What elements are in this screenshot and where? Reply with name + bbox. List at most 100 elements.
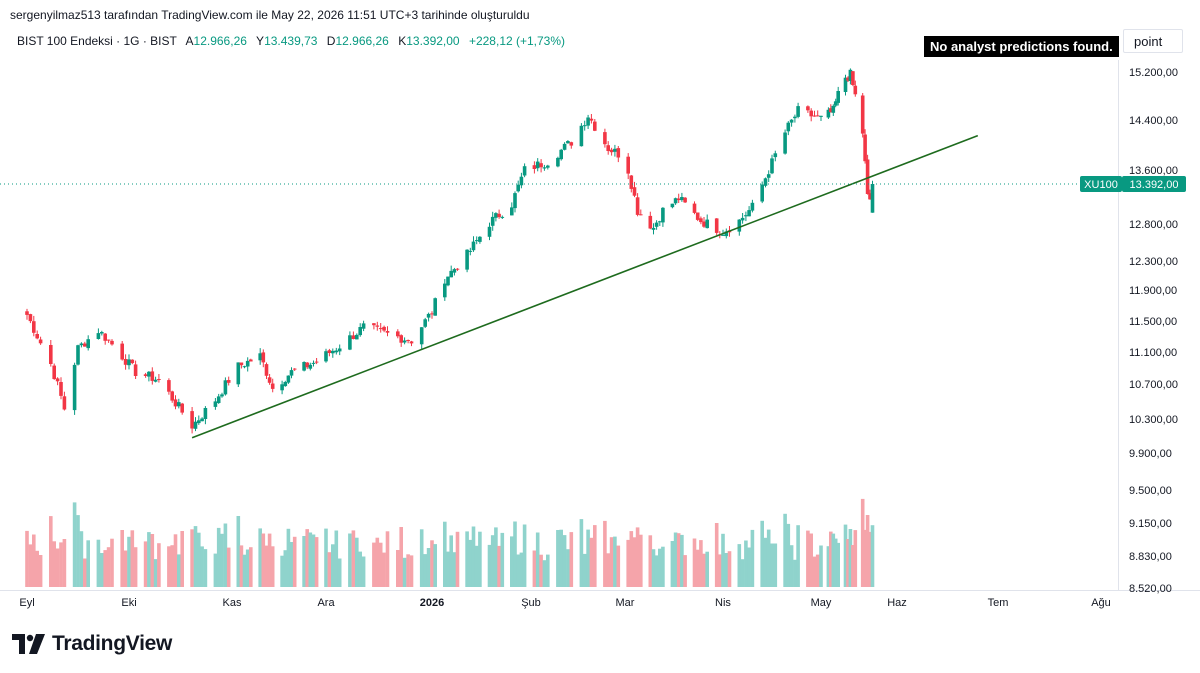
candle-body bbox=[127, 359, 131, 366]
symbol-name[interactable]: BIST 100 Endeksi · 1G · BIST bbox=[17, 34, 177, 48]
volume-bar bbox=[446, 551, 450, 587]
candle-body bbox=[851, 71, 855, 85]
candle-body bbox=[433, 298, 437, 316]
candle-body bbox=[676, 198, 681, 201]
volume-bar bbox=[770, 543, 774, 587]
volume-bar bbox=[819, 545, 823, 587]
tradingview-logo[interactable]: TradingView bbox=[12, 632, 172, 656]
candle-body bbox=[868, 193, 872, 200]
volume-bar bbox=[789, 545, 794, 587]
tradingview-logo-icon bbox=[12, 634, 45, 654]
candle-body bbox=[773, 153, 778, 158]
volume-bar bbox=[626, 539, 630, 587]
candle-body bbox=[180, 403, 184, 413]
volume-bar bbox=[705, 551, 709, 587]
candle-body bbox=[465, 249, 469, 270]
time-tick-label: Haz bbox=[887, 597, 907, 609]
candle-body bbox=[32, 321, 36, 333]
candle-body bbox=[651, 227, 656, 230]
candle-body bbox=[133, 364, 138, 376]
time-axis-divider bbox=[0, 590, 1200, 591]
price-axis[interactable]: 15.200,00 14.400,00 13.600,00 12.800,00 12.3… bbox=[1129, 67, 1178, 595]
candle-body bbox=[740, 217, 745, 221]
candle-body bbox=[809, 110, 813, 117]
candle-body bbox=[626, 156, 630, 174]
price-tick-label: 12.800,00 bbox=[1129, 219, 1178, 231]
volume-bar bbox=[258, 528, 262, 587]
volume-bar bbox=[197, 532, 201, 587]
time-axis[interactable]: Eyl Eki Kas Ara 2026 Şub Mar Nis May Haz Tem Ağu bbox=[19, 597, 1110, 609]
volume-bar bbox=[59, 542, 63, 587]
candle-body bbox=[100, 332, 104, 334]
candle-body bbox=[815, 115, 820, 117]
volume-bar bbox=[173, 534, 178, 587]
candle-body bbox=[556, 157, 560, 167]
volume-bar bbox=[337, 558, 342, 587]
volume-bar bbox=[280, 555, 284, 587]
support-trendline[interactable] bbox=[191, 134, 979, 439]
trendline-layer[interactable] bbox=[191, 134, 979, 439]
candle-body bbox=[213, 401, 218, 407]
volume-bar bbox=[35, 550, 39, 587]
candle-body bbox=[216, 396, 221, 403]
candle-body bbox=[490, 216, 495, 226]
volume-bar bbox=[510, 536, 514, 587]
symbol-price-label: XU100 bbox=[1084, 179, 1118, 191]
volume-bar bbox=[566, 549, 570, 587]
volume-bar bbox=[270, 546, 275, 587]
time-tick-label: Eyl bbox=[19, 597, 34, 609]
low-label: D bbox=[326, 34, 336, 48]
volume-bar bbox=[25, 530, 29, 587]
candle-body bbox=[351, 335, 356, 339]
volume-bar bbox=[826, 546, 831, 587]
candle-body bbox=[673, 198, 678, 204]
candle-body bbox=[382, 326, 386, 331]
candle-body bbox=[831, 105, 836, 113]
candle-body bbox=[747, 210, 751, 217]
candle-body bbox=[658, 221, 662, 223]
volume-bar bbox=[606, 553, 610, 587]
volume-bar bbox=[396, 550, 400, 587]
volume-bar bbox=[236, 516, 241, 587]
price-unit-button[interactable]: point bbox=[1123, 29, 1183, 53]
volume-bar bbox=[361, 556, 366, 587]
volume-bar bbox=[848, 529, 853, 587]
volume-bar bbox=[843, 524, 848, 587]
candle-body bbox=[497, 213, 501, 217]
candle-body bbox=[750, 202, 755, 211]
volume-bar bbox=[55, 548, 60, 587]
volume-bar bbox=[147, 532, 151, 587]
volume-bar bbox=[796, 525, 800, 587]
volume-bar bbox=[737, 544, 742, 587]
last-price-label: 13.392,00 bbox=[1130, 179, 1179, 191]
volume-bar bbox=[865, 515, 870, 587]
candle-body bbox=[766, 174, 771, 178]
volume-bar bbox=[264, 545, 269, 587]
volume-bar bbox=[226, 547, 231, 587]
volume-bar bbox=[283, 550, 288, 587]
volume-bar bbox=[639, 534, 643, 587]
candle-body bbox=[566, 141, 570, 144]
candle-body bbox=[870, 184, 875, 213]
volume-bar bbox=[609, 537, 614, 587]
high-label: Y bbox=[256, 34, 265, 48]
volume-bar bbox=[261, 533, 266, 587]
volume-bar bbox=[702, 553, 706, 587]
price-tick-label: 14.400,00 bbox=[1129, 115, 1178, 127]
volume-bar bbox=[522, 524, 527, 587]
candle-body bbox=[385, 331, 390, 333]
volume-bar bbox=[846, 539, 850, 587]
candle-body bbox=[829, 108, 833, 113]
volume-bar bbox=[868, 531, 872, 587]
price-tick-label: 11.900,00 bbox=[1129, 285, 1177, 297]
volume-bar bbox=[860, 498, 865, 587]
candle-body bbox=[305, 362, 309, 368]
candle-body bbox=[699, 218, 703, 223]
candle-body bbox=[406, 340, 410, 341]
price-tick-label: 8.520,00 bbox=[1129, 583, 1172, 595]
close-label: K bbox=[398, 34, 407, 48]
candle-body bbox=[337, 348, 342, 352]
volume-bar bbox=[851, 545, 855, 587]
candle-body bbox=[409, 341, 414, 344]
